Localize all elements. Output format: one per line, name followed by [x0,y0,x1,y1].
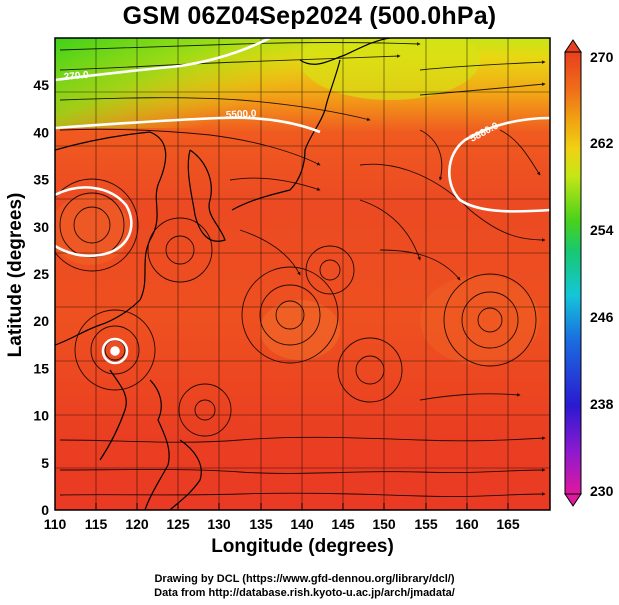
y-tick-30: 30 [33,219,49,235]
colorbar-bottom-triangle [564,493,582,507]
colorbar-tick-230: 230 [590,483,614,499]
contour-label-5500: 5500.0 [226,108,258,121]
colorbar-tick-238: 238 [590,396,614,412]
y-tick-labels: 0 5 10 15 20 25 30 35 40 45 [33,77,49,518]
x-tick-165: 165 [496,516,520,532]
grid [55,38,550,510]
map-title: GSM 06Z04Sep2024 (500.0hPa) [122,2,497,30]
contour-5880-low [101,337,129,365]
colorbar-tick-262: 262 [590,135,614,151]
x-tick-labels: 110 115 120 125 130 135 140 145 150 155 … [44,516,520,532]
y-tick-45: 45 [33,77,49,93]
credit-drawing: Drawing by DCL (https://www.gfd-dennou.o… [154,573,455,585]
contour-270 [55,38,271,82]
coastlines [55,38,391,510]
x-tick-160: 160 [455,516,479,532]
y-tick-10: 10 [33,408,49,424]
y-tick-20: 20 [33,313,49,329]
contour-5500 [55,116,321,134]
x-tick-145: 145 [331,516,355,532]
x-tick-135: 135 [249,516,273,532]
x-tick-125: 125 [166,516,190,532]
y-tick-40: 40 [33,124,49,140]
y-tick-35: 35 [33,172,49,188]
colorbar-tick-254: 254 [590,222,614,238]
x-tick-120: 120 [125,516,149,532]
credit-data-source: Data from http://database.rish.kyoto-u.a… [154,587,455,599]
x-axis-label: Longitude (degrees) [211,536,394,557]
x-tick-155: 155 [414,516,438,532]
y-tick-5: 5 [41,455,49,471]
x-tick-110: 110 [44,516,67,532]
colorbar-tick-270: 270 [590,49,614,65]
y-tick-15: 15 [33,360,49,376]
contour-5880-east [448,116,550,213]
contour-5880-west [55,186,133,258]
x-tick-130: 130 [207,516,231,532]
x-tick-115: 115 [85,516,108,532]
colorbar-top-triangle [564,39,582,53]
contours [55,38,550,365]
colorbar-tick-246: 246 [590,309,614,325]
temperature-field [55,38,550,510]
x-tick-150: 150 [372,516,396,532]
y-tick-0: 0 [41,502,49,518]
x-axis-ticks [54,503,509,510]
contour-label-270: 270.0 [63,70,89,83]
colorbar: 270 262 254 246 238 230 [564,39,614,507]
x-tick-140: 140 [290,516,314,532]
y-tick-25: 25 [33,266,49,282]
colorbar-bar [564,51,582,495]
